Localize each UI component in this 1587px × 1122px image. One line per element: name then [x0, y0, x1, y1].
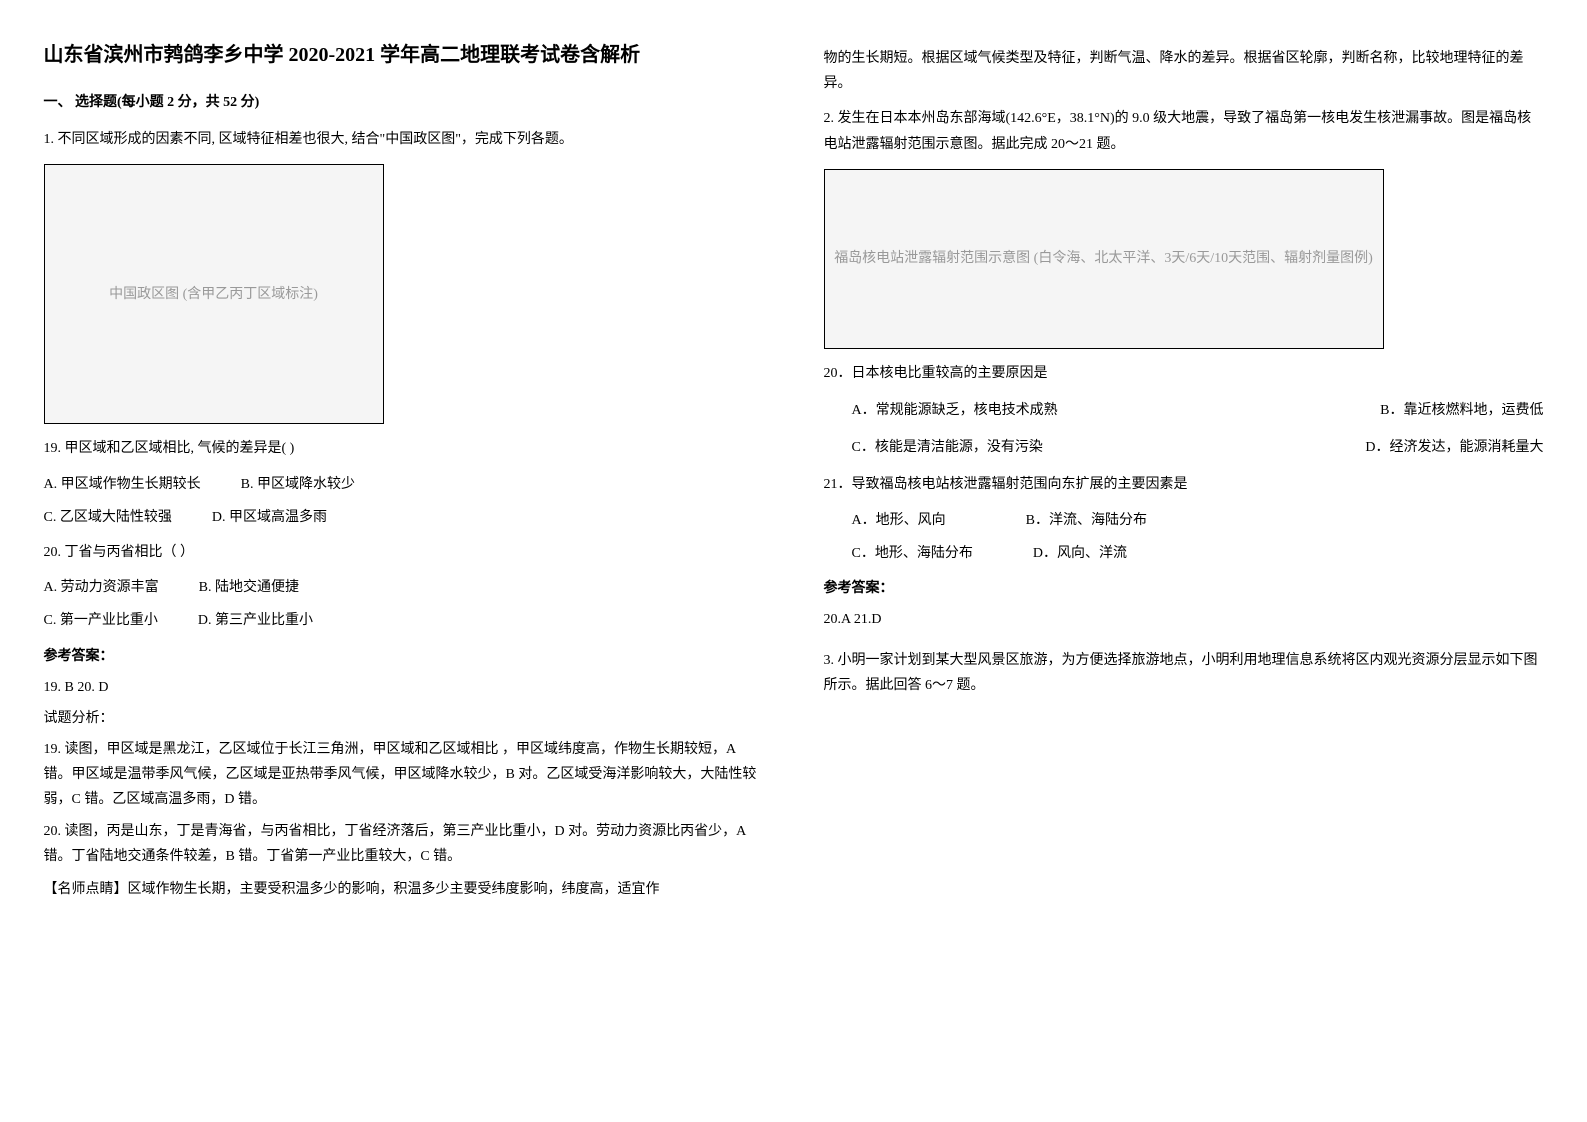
left-column: 山东省滨州市鹁鸽李乡中学 2020-2021 学年高二地理联考试卷含解析 一、 …: [44, 40, 764, 910]
q1-stem: 1. 不同区域形成的因素不同, 区域特征相差也很大, 结合"中国政区图"，完成下…: [44, 127, 764, 152]
q2-20-optC: C．核能是清洁能源，没有污染: [852, 435, 1043, 460]
q1-analysis20: 20. 读图，丙是山东，丁是青海省，与丙省相比，丁省经济落后，第三产业比重小，D…: [44, 819, 764, 869]
q2-sub20: 20．日本核电比重较高的主要原因是: [824, 361, 1544, 386]
q2-answer-label: 参考答案：: [824, 576, 1544, 601]
q1-19-optA: A. 甲区域作物生长期较长: [44, 472, 201, 497]
q2-20-optB: B．靠近核燃料地，运费低: [1380, 398, 1543, 423]
q2-stem: 2. 发生在日本本州岛东部海域(142.6°E，38.1°N)的 9.0 级大地…: [824, 106, 1544, 156]
q2-21-optC: C．地形、海陆分布: [852, 541, 973, 566]
china-map-image: 中国政区图 (含甲乙丙丁区域标注): [44, 164, 384, 424]
q1-note-continued: 物的生长期短。根据区域气候类型及特征，判断气温、降水的差异。根据省区轮廓，判断名…: [824, 46, 1544, 96]
q1-19-optB: B. 甲区域降水较少: [241, 472, 355, 497]
q1-20-optA: A. 劳动力资源丰富: [44, 575, 159, 600]
q2-20-optA: A．常规能源缺乏，核电技术成熟: [852, 398, 1058, 423]
map-alt: 中国政区图 (含甲乙丙丁区域标注): [109, 282, 318, 307]
q1-19-optC: C. 乙区域大陆性较强: [44, 505, 172, 530]
exam-title: 山东省滨州市鹁鸽李乡中学 2020-2021 学年高二地理联考试卷含解析: [44, 40, 764, 70]
q2-answers: 20.A 21.D: [824, 607, 1544, 632]
q2-sub21: 21．导致福岛核电站核泄露辐射范围向东扩展的主要因素是: [824, 472, 1544, 497]
q2-20-optD: D．经济发达，能源消耗量大: [1365, 435, 1543, 460]
q1-teacher-note: 【名师点睛】区域作物生长期，主要受积温多少的影响，积温多少主要受纬度影响，纬度高…: [44, 877, 764, 902]
q1-answer-label: 参考答案：: [44, 644, 764, 669]
q1-analysis19: 19. 读图，甲区域是黑龙江，乙区域位于长江三角洲，甲区域和乙区域相比 ，甲区域…: [44, 737, 764, 813]
q1-20-optC: C. 第一产业比重小: [44, 608, 158, 633]
q1-20-optD: D. 第三产业比重小: [198, 608, 313, 633]
q2-21-optD: D．风向、洋流: [1033, 541, 1127, 566]
nuclear-alt: 福岛核电站泄露辐射范围示意图 (白令海、北太平洋、3天/6天/10天范围、辐射剂…: [834, 246, 1373, 271]
q3-stem: 3. 小明一家计划到某大型风景区旅游，为方便选择旅游地点，小明利用地理信息系统将…: [824, 648, 1544, 698]
q1-answers: 19. B 20. D: [44, 675, 764, 700]
right-column: 物的生长期短。根据区域气候类型及特征，判断气温、降水的差异。根据省区轮廓，判断名…: [824, 40, 1544, 910]
q1-20-optB: B. 陆地交通便捷: [199, 575, 299, 600]
q1-19-optD: D. 甲区域高温多雨: [212, 505, 327, 530]
q2-21-optB: B．洋流、海陆分布: [1026, 508, 1147, 533]
fukushima-map-image: 福岛核电站泄露辐射范围示意图 (白令海、北太平洋、3天/6天/10天范围、辐射剂…: [824, 169, 1384, 349]
q2-21-optA: A．地形、风向: [852, 508, 946, 533]
q1-sub19: 19. 甲区域和乙区域相比, 气候的差异是( ): [44, 436, 764, 461]
q1-sub20: 20. 丁省与丙省相比（ ）: [44, 540, 764, 565]
section-1-heading: 一、 选择题(每小题 2 分，共 52 分): [44, 90, 764, 115]
q1-analysis-label: 试题分析：: [44, 706, 764, 731]
